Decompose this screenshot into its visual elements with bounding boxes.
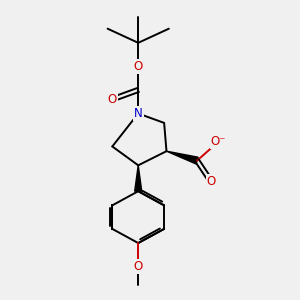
Text: O: O (207, 175, 216, 188)
Text: N: N (134, 107, 142, 120)
Text: O⁻: O⁻ (211, 135, 226, 148)
Text: O: O (134, 260, 143, 273)
Polygon shape (135, 165, 142, 191)
Text: O: O (108, 93, 117, 106)
Polygon shape (167, 151, 198, 164)
Text: O: O (134, 60, 143, 73)
